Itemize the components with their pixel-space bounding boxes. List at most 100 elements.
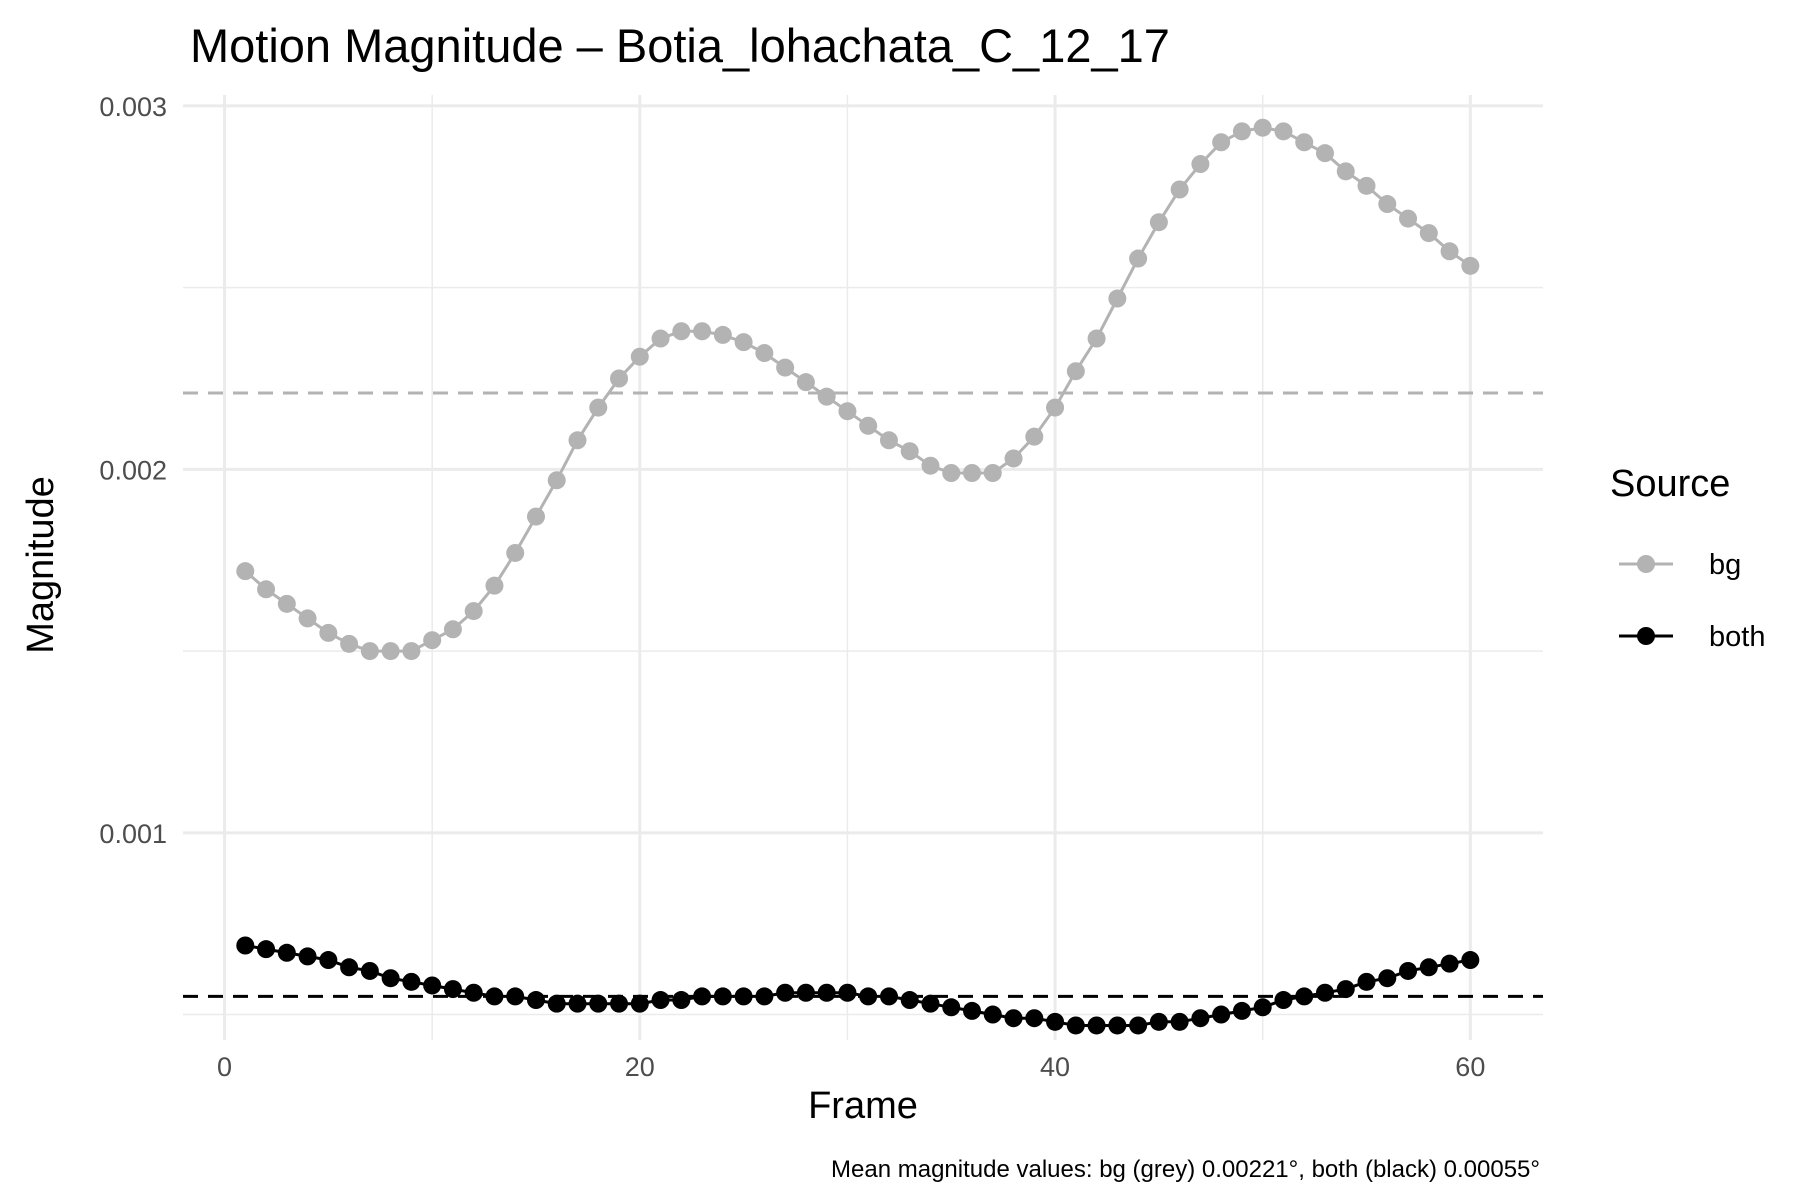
data-point-bg [464, 602, 483, 621]
data-point-bg [1461, 256, 1480, 275]
data-point-bg [838, 402, 857, 421]
data-point-bg [755, 344, 774, 363]
data-point-bg [1108, 289, 1127, 308]
data-point-bg [1357, 176, 1376, 195]
y-axis-label: Magnitude [20, 476, 62, 653]
data-point-bg [1149, 213, 1168, 232]
data-point-bg [776, 358, 795, 377]
y-tick-label: 0.001 [99, 819, 167, 849]
data-point-both [838, 983, 857, 1002]
data-point-both [340, 958, 359, 977]
data-point-both [506, 987, 525, 1006]
data-point-both [402, 972, 421, 991]
data-point-both [672, 991, 691, 1010]
data-point-both [1295, 987, 1314, 1006]
data-point-bg [713, 325, 732, 344]
data-point-bg [1440, 242, 1459, 261]
x-tick-label: 40 [1040, 1052, 1070, 1082]
series-layer [236, 118, 1480, 1035]
data-point-both [1129, 1016, 1148, 1035]
data-point-both [277, 943, 296, 962]
data-point-both [589, 994, 608, 1013]
data-point-both [796, 983, 815, 1002]
data-point-bg [589, 398, 608, 417]
data-point-both [693, 987, 712, 1006]
data-point-bg [568, 431, 587, 450]
data-point-both [610, 994, 629, 1013]
data-point-both [1046, 1012, 1065, 1031]
data-point-both [1378, 969, 1397, 988]
legend-title: Source [1610, 463, 1730, 505]
series-bg [236, 118, 1480, 661]
data-point-both [630, 994, 649, 1013]
data-point-bg [340, 634, 359, 653]
data-point-bg [942, 464, 961, 482]
legend-item-both: both [1619, 621, 1765, 653]
data-point-both [1025, 1009, 1044, 1028]
data-point-both [485, 987, 504, 1006]
data-point-both [319, 951, 338, 970]
data-point-bg [1129, 249, 1148, 268]
legend-label-both: both [1709, 621, 1765, 653]
data-point-both [859, 987, 878, 1006]
legend: Source bg both [1610, 463, 1765, 653]
data-point-bg [651, 329, 670, 348]
legend-item-bg: bg [1619, 549, 1741, 581]
data-point-bg [485, 576, 504, 595]
x-tick-label: 60 [1455, 1052, 1485, 1082]
data-point-bg [1253, 118, 1272, 137]
data-point-both [713, 987, 732, 1006]
data-point-bg [1066, 362, 1085, 381]
data-point-both [879, 987, 898, 1006]
data-point-both [423, 976, 442, 995]
x-tick-label: 20 [625, 1052, 655, 1082]
data-point-bg [360, 642, 379, 661]
data-point-bg [1212, 133, 1231, 152]
data-point-bg [381, 642, 400, 661]
data-point-both [568, 994, 587, 1013]
data-point-both [1336, 980, 1355, 999]
data-point-bg [859, 416, 878, 435]
data-point-bg [672, 322, 691, 341]
data-point-bg [547, 471, 566, 490]
data-point-both [900, 991, 919, 1010]
data-point-both [1419, 958, 1438, 977]
data-point-both [526, 991, 545, 1010]
data-point-both [755, 987, 774, 1006]
y-tick-label: 0.003 [99, 92, 167, 122]
data-point-bg [796, 373, 815, 392]
data-point-bg [963, 464, 982, 482]
data-point-both [464, 983, 483, 1002]
data-point-bg [1046, 398, 1065, 417]
x-axis-ticks: 0 20 40 60 [217, 1052, 1485, 1082]
legend-key-point-bg [1637, 555, 1655, 573]
data-point-bg [1232, 122, 1251, 141]
data-point-both [360, 961, 379, 980]
data-point-bg [983, 464, 1002, 482]
y-axis-ticks: 0.001 0.002 0.003 [99, 92, 167, 849]
data-point-both [942, 998, 961, 1017]
data-point-both [1191, 1009, 1210, 1028]
data-point-both [651, 991, 670, 1010]
data-point-both [298, 947, 317, 966]
data-point-both [1066, 1016, 1085, 1035]
data-point-bg [1274, 122, 1293, 141]
data-point-bg [630, 347, 649, 366]
data-point-bg [506, 543, 525, 562]
data-point-both [1357, 972, 1376, 991]
data-point-both [1087, 1016, 1106, 1035]
data-point-bg [921, 456, 940, 475]
data-point-both [257, 940, 276, 959]
data-point-bg [1336, 162, 1355, 181]
data-point-bg [319, 623, 338, 642]
data-point-both [1004, 1009, 1023, 1028]
data-point-both [547, 994, 566, 1013]
data-point-bg [423, 631, 442, 650]
legend-key-point-both [1637, 627, 1655, 645]
data-point-bg [277, 594, 296, 613]
data-point-both [817, 983, 836, 1002]
data-point-both [1274, 991, 1293, 1010]
chart-caption: Mean magnitude values: bg (grey) 0.00221… [831, 1156, 1540, 1183]
data-point-bg [879, 431, 898, 450]
data-point-bg [257, 580, 276, 599]
